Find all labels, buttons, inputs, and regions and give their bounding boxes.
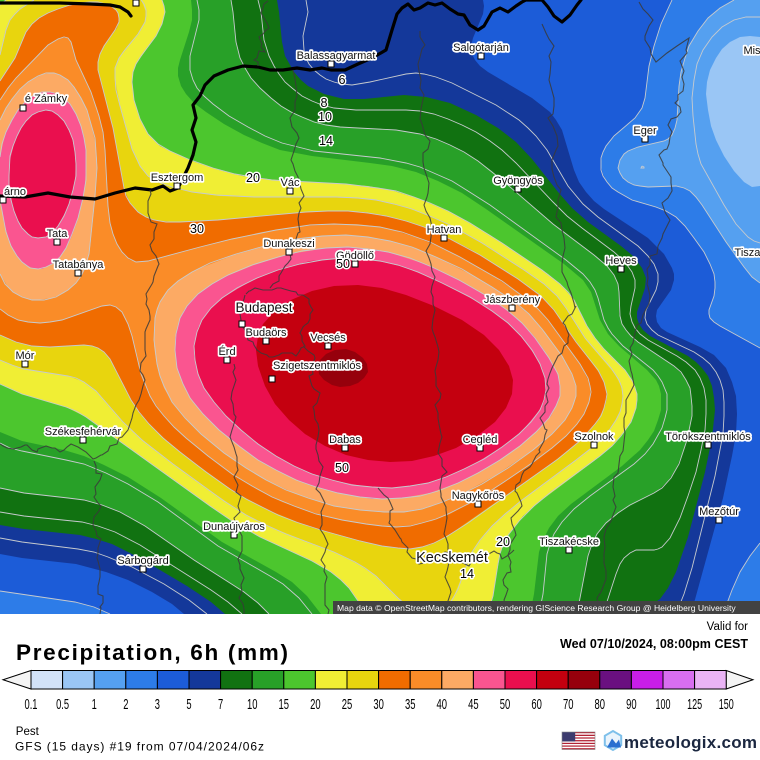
svg-text:Sárbogárd: Sárbogárd (117, 555, 168, 567)
svg-text:Gyöngyös: Gyöngyös (493, 175, 543, 187)
svg-text:Vecsés: Vecsés (310, 332, 346, 344)
svg-text:2: 2 (123, 697, 128, 713)
svg-text:Tiszaf: Tiszaf (735, 247, 760, 259)
svg-text:35: 35 (405, 697, 416, 713)
svg-text:0.5: 0.5 (56, 697, 69, 713)
svg-text:1: 1 (92, 697, 97, 713)
svg-text:Cegléd: Cegléd (463, 434, 498, 446)
svg-text:5: 5 (186, 697, 191, 713)
svg-text:50: 50 (336, 257, 350, 271)
svg-text:80: 80 (595, 697, 606, 713)
svg-text:Pest: Pest (16, 726, 40, 738)
svg-text:15: 15 (279, 697, 290, 713)
svg-text:100: 100 (656, 697, 671, 713)
svg-text:Nagykőrös: Nagykőrös (452, 490, 505, 502)
svg-text:10: 10 (318, 110, 332, 124)
svg-text:40: 40 (437, 697, 448, 713)
svg-text:14: 14 (319, 134, 333, 148)
svg-text:20: 20 (246, 171, 260, 185)
svg-text:Budapest: Budapest (235, 300, 292, 315)
svg-text:0.1: 0.1 (25, 697, 38, 713)
svg-text:Eger: Eger (633, 125, 657, 137)
svg-text:30: 30 (190, 222, 204, 236)
svg-text:Székesfehérvár: Székesfehérvár (45, 426, 122, 438)
svg-text:7: 7 (218, 697, 223, 713)
svg-text:125: 125 (687, 697, 702, 713)
svg-text:Tiszakécske: Tiszakécske (539, 536, 599, 548)
svg-text:150: 150 (719, 697, 734, 713)
svg-text:50: 50 (500, 697, 511, 713)
svg-text:Mezőtúr: Mezőtúr (699, 506, 739, 518)
svg-text:Gödöllő: Gödöllő (336, 250, 374, 262)
svg-text:Dunaújváros: Dunaújváros (203, 521, 265, 533)
svg-text:50: 50 (335, 461, 349, 475)
svg-text:Szolnok: Szolnok (574, 431, 614, 443)
svg-text:Tatabánya: Tatabánya (53, 259, 105, 271)
svg-text:Balassagyarmat: Balassagyarmat (297, 50, 376, 62)
svg-text:10: 10 (247, 697, 258, 713)
svg-text:Budaörs: Budaörs (246, 327, 287, 339)
svg-text:Valid for: Valid for (707, 621, 749, 633)
svg-text:14: 14 (460, 567, 474, 581)
svg-text:Szigetszentmiklós: Szigetszentmiklós (273, 360, 362, 372)
svg-text:45: 45 (468, 697, 479, 713)
svg-text:Dunakeszi: Dunakeszi (263, 238, 314, 250)
svg-text:20: 20 (496, 535, 510, 549)
svg-text:30: 30 (373, 697, 384, 713)
svg-text:6: 6 (339, 73, 346, 87)
svg-text:é Zámky: é Zámky (25, 93, 68, 105)
svg-text:Esztergom: Esztergom (151, 172, 204, 184)
svg-text:Kecskemét: Kecskemét (416, 550, 488, 566)
svg-text:25: 25 (342, 697, 353, 713)
svg-text:Mis: Mis (743, 45, 760, 57)
svg-text:Map data © OpenStreetMap contr: Map data © OpenStreetMap contributors, r… (337, 603, 736, 613)
svg-text:Vác: Vác (281, 177, 300, 189)
svg-text:Érd: Érd (218, 345, 235, 358)
svg-text:3: 3 (155, 697, 160, 713)
svg-text:meteologix.com: meteologix.com (624, 733, 757, 752)
svg-text:Mór: Mór (16, 350, 35, 362)
svg-text:Heves: Heves (605, 255, 637, 267)
svg-text:Hatvan: Hatvan (427, 224, 462, 236)
svg-text:Wed 07/10/2024, 08:00pm CEST: Wed 07/10/2024, 08:00pm CEST (560, 637, 748, 651)
svg-text:Salgótarján: Salgótarján (453, 42, 509, 54)
svg-text:70: 70 (563, 697, 574, 713)
svg-text:20: 20 (310, 697, 321, 713)
svg-text:GFS (15 days) #19 from 07/04/2: GFS (15 days) #19 from 07/04/2024/06z (15, 740, 264, 754)
svg-text:Jászberény: Jászberény (484, 294, 541, 306)
svg-text:8: 8 (321, 96, 328, 110)
svg-text:Tata: Tata (47, 228, 69, 240)
svg-text:árno: árno (4, 186, 26, 198)
svg-text:60: 60 (531, 697, 542, 713)
svg-text:Törökszentmiklós: Törökszentmiklós (665, 431, 751, 443)
svg-text:Precipitation, 6h (mm): Precipitation, 6h (mm) (16, 640, 288, 665)
svg-text:Dabas: Dabas (329, 434, 361, 446)
svg-text:90: 90 (626, 697, 637, 713)
